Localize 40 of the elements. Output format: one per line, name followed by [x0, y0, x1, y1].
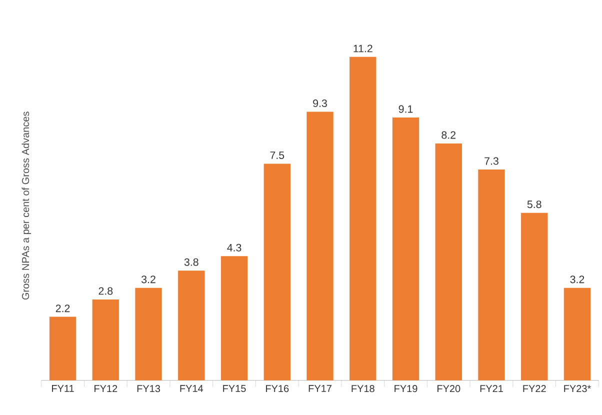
bar — [49, 316, 76, 380]
data-label: 3.2 — [570, 276, 584, 284]
x-tick-label: FY14 — [180, 385, 204, 392]
y-axis-title: Gross NPAs a per cent of Gross Advances — [22, 112, 32, 300]
bar — [135, 288, 162, 380]
data-label: 3.2 — [142, 276, 156, 284]
bar — [92, 299, 119, 380]
x-tick-label: FY19 — [394, 385, 418, 392]
data-label: 9.1 — [398, 105, 413, 113]
bar — [478, 170, 505, 380]
bar — [264, 164, 290, 380]
x-tick-label: FY16 — [266, 385, 289, 392]
data-label: 5.8 — [527, 200, 542, 208]
bar — [220, 256, 248, 380]
x-tick-label: FY15 — [223, 385, 246, 392]
x-tick-label: FY18 — [352, 385, 374, 392]
data-label: 8.2 — [442, 131, 456, 139]
bar — [521, 212, 548, 380]
data-label: 11.2 — [354, 44, 372, 52]
bar — [350, 56, 376, 380]
x-tick-label: FY12 — [94, 385, 118, 392]
x-tick-label: FY22 — [523, 385, 546, 392]
x-tick-label: FY23* — [564, 385, 591, 392]
bar — [564, 288, 591, 380]
data-label: 2.2 — [56, 304, 70, 312]
x-tick-label: FY20 — [437, 385, 460, 392]
x-tick-label: FY11 — [52, 385, 74, 392]
data-label: 4.3 — [227, 244, 242, 252]
bar — [392, 118, 420, 380]
data-label: 7.5 — [270, 152, 284, 160]
x-tick-label: FY17 — [308, 385, 332, 392]
bar — [178, 270, 205, 380]
data-label: 7.3 — [484, 157, 498, 165]
x-tick-label: FY13 — [137, 385, 160, 392]
data-label: 3.8 — [184, 258, 198, 266]
data-label: 9.3 — [313, 99, 327, 108]
bar — [306, 112, 334, 380]
x-tick-label: FY21 — [480, 385, 503, 392]
data-label: 2.8 — [98, 287, 113, 295]
bar — [435, 144, 462, 380]
